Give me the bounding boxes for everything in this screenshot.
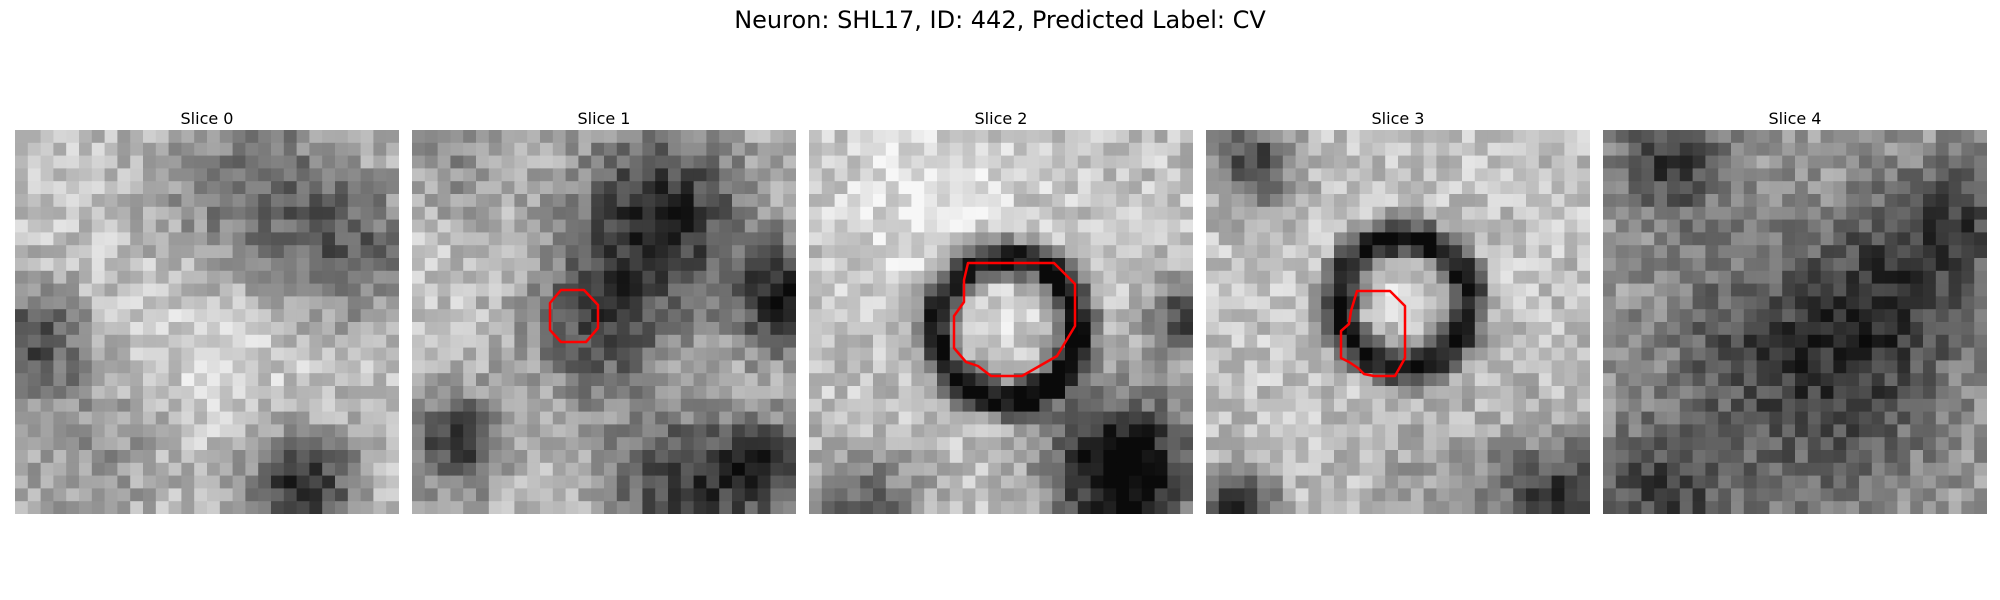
slice-image — [1603, 130, 1987, 514]
slice-title: Slice 4 — [1768, 109, 1822, 128]
slice-image — [809, 130, 1193, 514]
figure-title: Neuron: SHL17, ID: 442, Predicted Label:… — [734, 6, 1266, 34]
slice-panel-3: Slice 3 — [1206, 108, 1590, 514]
slice-title: Slice 2 — [974, 109, 1028, 128]
slice-title: Slice 1 — [577, 109, 631, 128]
segmentation-contour — [952, 261, 1077, 378]
slice-panel-2: Slice 2 — [809, 108, 1193, 514]
slice-title: Slice 0 — [180, 109, 234, 128]
slice-image — [412, 130, 796, 514]
slice-image — [1206, 130, 1590, 514]
slice-panel-4: Slice 4 — [1603, 108, 1987, 514]
slice-panel-1: Slice 1 — [412, 108, 796, 514]
slice-panel-0: Slice 0 — [15, 108, 399, 514]
segmentation-contour — [1339, 289, 1407, 378]
slice-image — [15, 130, 399, 514]
slice-title: Slice 3 — [1371, 109, 1425, 128]
segmentation-contour — [548, 288, 600, 344]
